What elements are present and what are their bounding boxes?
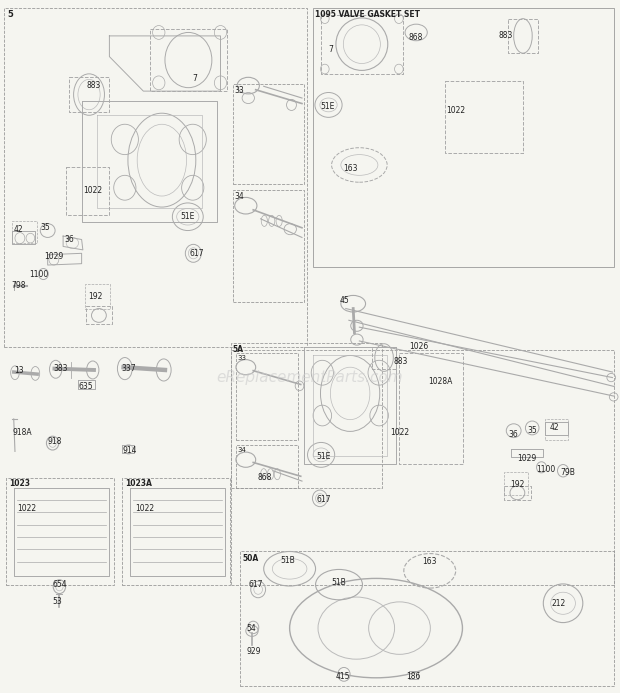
Text: 415: 415	[335, 672, 350, 681]
Text: 53: 53	[53, 597, 63, 606]
Text: 51E: 51E	[320, 102, 334, 111]
Text: 1023: 1023	[9, 479, 30, 488]
Text: 51B: 51B	[280, 556, 295, 565]
Bar	[4, 8, 307, 346]
Text: 42: 42	[14, 225, 24, 234]
Text: 1022: 1022	[83, 186, 102, 195]
Text: 212: 212	[552, 599, 566, 608]
Text: 918A: 918A	[12, 428, 32, 437]
Text: 192: 192	[88, 292, 102, 301]
Text: 868: 868	[409, 33, 423, 42]
Text: 868: 868	[257, 473, 272, 482]
Text: 1023A: 1023A	[125, 479, 152, 488]
Text: 51E: 51E	[316, 453, 330, 462]
Text: 617: 617	[190, 249, 204, 258]
Text: 51B: 51B	[332, 578, 347, 587]
Bar	[231, 350, 614, 585]
Text: 929: 929	[246, 647, 261, 656]
Bar	[86, 284, 110, 308]
Text: 50A: 50A	[242, 554, 259, 563]
Text: 163: 163	[343, 164, 358, 173]
Text: 33: 33	[235, 86, 244, 95]
Text: 5A: 5A	[232, 345, 243, 354]
Bar	[12, 221, 37, 243]
Text: 42: 42	[549, 423, 559, 432]
Text: 617: 617	[248, 580, 263, 589]
Text: 1100: 1100	[536, 465, 555, 474]
Bar	[504, 472, 528, 495]
Bar	[313, 8, 614, 267]
Bar	[6, 477, 114, 585]
Text: 7: 7	[329, 45, 334, 54]
Text: 34: 34	[238, 446, 247, 453]
Text: 914: 914	[122, 446, 137, 455]
Text: 36: 36	[64, 235, 74, 244]
Text: 798: 798	[11, 281, 26, 290]
Text: 1100: 1100	[29, 270, 48, 279]
Text: 1022: 1022	[390, 428, 409, 437]
Text: 383: 383	[54, 364, 68, 373]
Text: 34: 34	[235, 192, 244, 201]
Text: 1095 VALVE GASKET SET: 1095 VALVE GASKET SET	[315, 10, 420, 19]
Text: 54: 54	[246, 624, 256, 633]
Bar	[236, 444, 298, 488]
Bar	[544, 419, 568, 439]
Text: 635: 635	[79, 382, 93, 391]
Text: 45: 45	[340, 297, 350, 306]
Text: 883: 883	[499, 31, 513, 40]
Text: 79B: 79B	[560, 468, 575, 477]
Text: 186: 186	[406, 672, 420, 681]
Text: 1028A: 1028A	[428, 376, 453, 385]
Text: 7: 7	[193, 74, 198, 83]
Text: 883: 883	[87, 81, 101, 90]
Text: 163: 163	[422, 557, 437, 566]
Bar	[122, 477, 231, 585]
Text: eReplacementParts.com: eReplacementParts.com	[216, 370, 404, 385]
Text: 1022: 1022	[135, 505, 154, 514]
Bar	[233, 85, 304, 184]
Text: 36: 36	[509, 430, 518, 439]
Text: 13: 13	[14, 366, 24, 375]
Bar	[233, 190, 304, 301]
Text: 5: 5	[7, 10, 14, 19]
Text: 51E: 51E	[180, 212, 195, 221]
Text: 192: 192	[510, 480, 525, 489]
Text: 35: 35	[527, 426, 537, 435]
Text: 1029: 1029	[517, 454, 537, 463]
Text: 918: 918	[48, 437, 62, 446]
Text: 1029: 1029	[45, 252, 64, 261]
Bar	[241, 552, 614, 686]
Text: 337: 337	[122, 364, 136, 373]
Text: 617: 617	[316, 495, 330, 505]
Text: 33: 33	[238, 355, 247, 361]
Text: 35: 35	[40, 223, 50, 232]
Bar	[231, 343, 382, 488]
Text: 654: 654	[53, 580, 67, 589]
Text: 1026: 1026	[409, 342, 428, 351]
Text: 883: 883	[393, 357, 408, 366]
Bar	[236, 353, 298, 439]
Text: 1022: 1022	[446, 106, 465, 115]
Text: 1022: 1022	[17, 505, 36, 514]
